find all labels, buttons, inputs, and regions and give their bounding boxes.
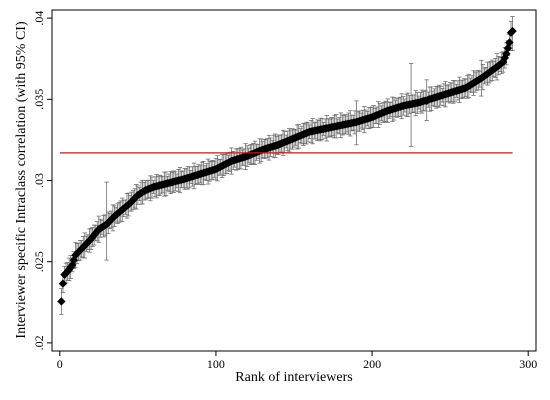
y-tick-label: .035	[32, 89, 46, 110]
x-tick-label: 0	[57, 357, 63, 371]
data-point	[69, 255, 79, 265]
axis-layer: 0 100 200 300 .02 .025 .03 .035 .04	[32, 11, 537, 371]
y-axis-title: Interviewer specific Intraclass correlat…	[14, 21, 29, 339]
y-tick-label: .04	[32, 11, 46, 26]
data-point	[505, 38, 514, 47]
data-point	[58, 279, 68, 288]
plot-frame	[51, 9, 537, 352]
data-point	[508, 26, 517, 36]
y-tick-label: .02	[32, 335, 46, 350]
data-point	[503, 43, 513, 53]
y-tick-label: .025	[32, 251, 46, 272]
x-axis-title: Rank of interviewers	[235, 370, 352, 385]
x-tick-label: 300	[519, 357, 537, 371]
point-layer	[57, 26, 517, 306]
x-tick-label: 100	[207, 357, 225, 371]
data-point	[57, 297, 66, 306]
x-tick-label: 200	[363, 357, 381, 371]
y-tick-label: .03	[32, 173, 46, 188]
data-point	[499, 57, 508, 67]
